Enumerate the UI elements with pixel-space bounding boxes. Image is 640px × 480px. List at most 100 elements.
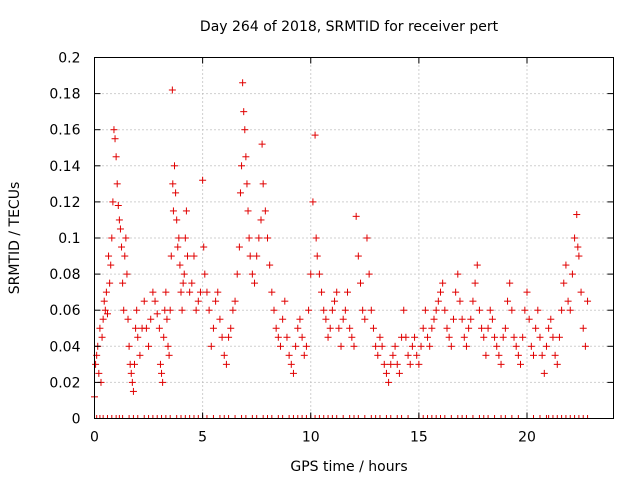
data-point	[264, 234, 271, 242]
data-point	[445, 333, 453, 341]
data-point	[261, 207, 269, 215]
data-point	[447, 342, 455, 350]
data-point	[382, 369, 390, 377]
data-point	[312, 234, 320, 242]
data-point	[437, 288, 444, 296]
data-point	[564, 297, 572, 305]
data-point	[245, 234, 253, 242]
data-point	[350, 342, 358, 350]
data-point	[158, 369, 166, 377]
data-point	[313, 252, 321, 260]
data-point	[110, 126, 118, 134]
data-point	[233, 270, 241, 278]
data-point	[449, 315, 457, 323]
x-tick-label: 20	[518, 430, 536, 446]
data-point	[179, 279, 187, 287]
data-point	[298, 333, 306, 341]
data-point	[348, 333, 356, 341]
data-point	[102, 288, 110, 296]
data-point	[159, 378, 167, 386]
data-point	[419, 324, 427, 332]
data-point	[242, 153, 250, 161]
data-point	[292, 342, 300, 350]
data-point	[534, 306, 542, 314]
data-point	[169, 207, 177, 215]
data-point	[243, 180, 251, 188]
series-srmtid	[91, 79, 592, 419]
data-point	[527, 342, 535, 350]
data-point	[471, 279, 479, 287]
data-point	[281, 297, 289, 305]
data-point	[235, 243, 243, 251]
data-point	[389, 351, 397, 359]
data-point	[372, 342, 380, 350]
data-point	[270, 306, 278, 314]
data-point	[532, 324, 540, 332]
data-point	[341, 306, 349, 314]
data-point	[307, 270, 315, 278]
data-point	[272, 324, 280, 332]
data-point	[218, 333, 226, 341]
data-point	[115, 216, 123, 224]
data-point	[167, 252, 175, 260]
data-point	[300, 351, 308, 359]
data-point	[114, 202, 122, 210]
data-point	[192, 306, 200, 314]
data-point	[153, 310, 161, 318]
data-point	[100, 297, 108, 305]
grid	[94, 57, 614, 419]
data-point	[333, 288, 341, 296]
data-point	[568, 270, 576, 278]
data-point	[181, 234, 189, 242]
data-point	[188, 279, 196, 287]
data-point	[508, 306, 516, 314]
data-point	[140, 297, 148, 305]
data-point	[205, 306, 213, 314]
x-tick-label: 0	[90, 430, 99, 446]
data-point	[248, 270, 256, 278]
x-axis-label: GPS time / hours	[290, 459, 407, 475]
data-point	[454, 270, 462, 278]
data-point	[165, 351, 173, 359]
data-point	[415, 360, 423, 368]
data-point	[122, 234, 130, 242]
data-point	[162, 288, 170, 296]
data-point	[465, 324, 473, 332]
y-tick-label: 0.1	[58, 231, 80, 247]
data-point	[123, 270, 131, 278]
data-point	[240, 108, 248, 116]
data-point	[365, 270, 373, 278]
data-point	[469, 297, 477, 305]
data-point	[413, 351, 421, 359]
data-point	[163, 315, 171, 323]
data-point	[482, 351, 490, 359]
data-point	[460, 333, 468, 341]
data-point	[352, 212, 360, 220]
data-point	[369, 324, 377, 332]
data-point	[174, 243, 182, 251]
data-point	[129, 387, 137, 395]
y-tick-label: 0.02	[49, 375, 80, 391]
data-point	[574, 243, 582, 251]
y-tick-label: 0.12	[49, 195, 80, 211]
data-point	[207, 342, 215, 350]
data-point	[200, 243, 208, 251]
data-point	[344, 288, 352, 296]
data-point	[311, 131, 319, 139]
data-point	[549, 333, 557, 341]
data-point	[536, 333, 544, 341]
data-point	[458, 315, 466, 323]
data-point	[116, 225, 124, 233]
data-point	[510, 333, 518, 341]
data-point	[545, 324, 553, 332]
data-point	[168, 86, 176, 94]
data-point	[519, 333, 527, 341]
data-point	[268, 288, 276, 296]
data-point	[124, 315, 132, 323]
data-point	[506, 279, 514, 287]
data-point	[571, 234, 579, 242]
data-point	[214, 288, 222, 296]
data-point	[391, 342, 399, 350]
data-point	[499, 333, 507, 341]
